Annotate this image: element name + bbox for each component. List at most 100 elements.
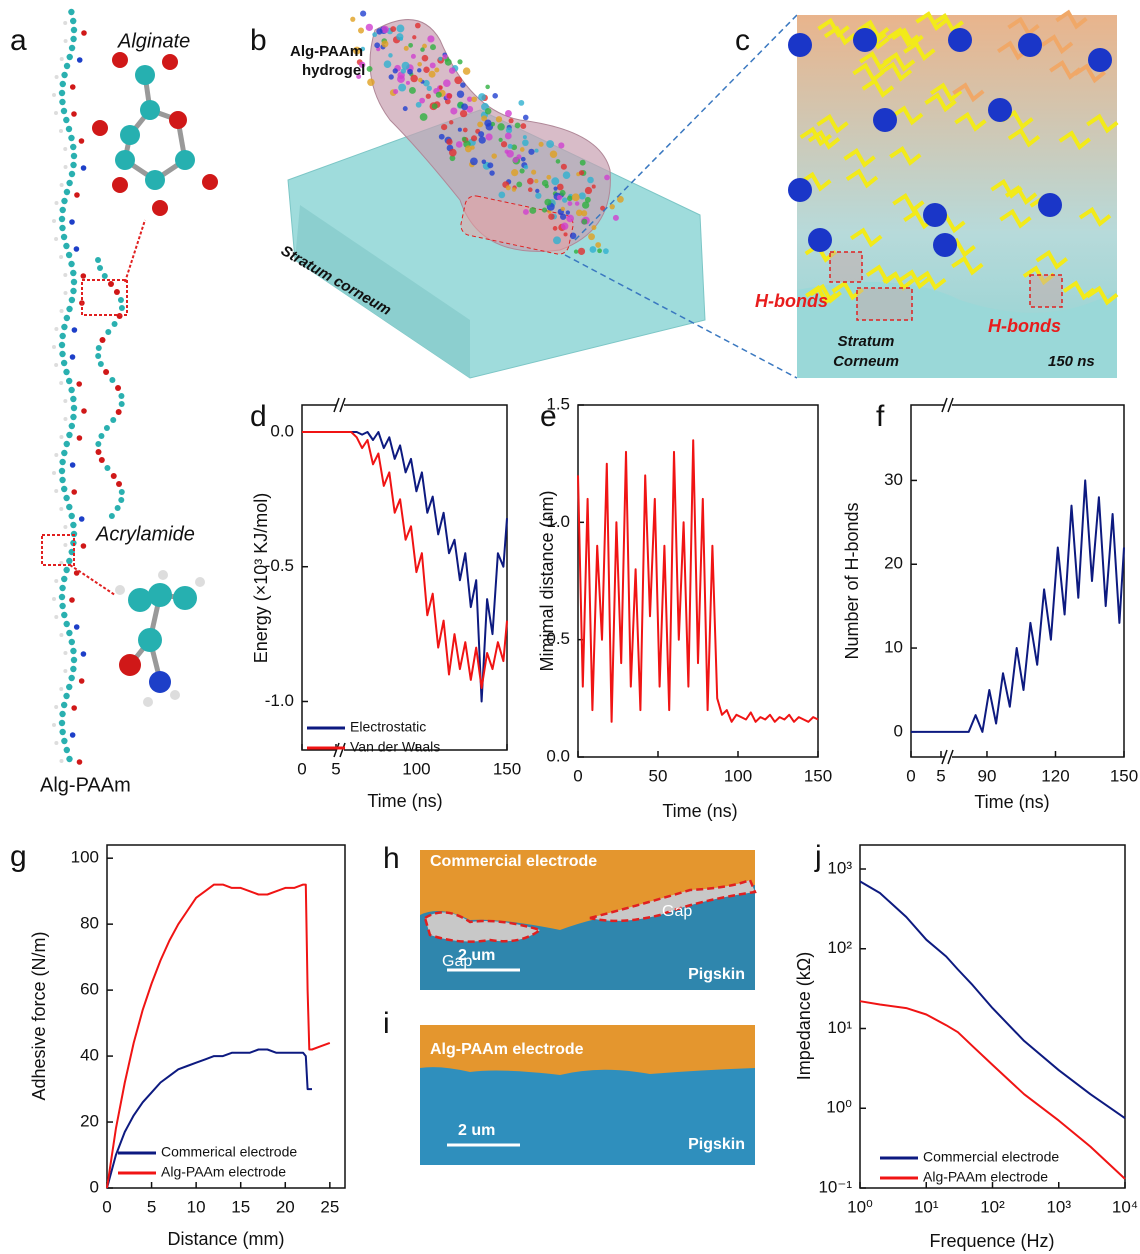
atom — [69, 462, 76, 468]
particle — [365, 23, 374, 32]
particle — [504, 132, 512, 140]
panel-letter: f — [876, 400, 885, 433]
atom — [63, 692, 70, 700]
atom — [117, 297, 124, 303]
atom — [68, 134, 75, 142]
atom — [70, 17, 77, 25]
y-tick-label: 100 — [71, 848, 99, 867]
atom — [58, 89, 66, 97]
atom — [61, 575, 68, 583]
y-tick-label: 20 — [80, 1112, 99, 1131]
atom — [101, 273, 108, 279]
axis-break — [947, 397, 954, 413]
particle — [556, 183, 564, 191]
atom — [114, 505, 121, 511]
particle — [579, 159, 586, 166]
ion — [1018, 33, 1042, 57]
particle — [423, 66, 430, 74]
particle — [538, 141, 544, 147]
y-axis-label: Impedance (kΩ) — [794, 952, 814, 1081]
particle — [400, 68, 407, 74]
particle — [556, 194, 563, 201]
particle — [457, 59, 463, 65]
atom — [63, 543, 68, 547]
particle — [573, 249, 579, 254]
particle — [565, 210, 571, 215]
atom — [59, 80, 66, 88]
atom — [108, 281, 115, 287]
particle — [470, 157, 478, 166]
panel-h-image — [420, 850, 755, 930]
y-tick-label: 40 — [80, 1046, 99, 1065]
atom — [63, 399, 68, 403]
atom — [63, 314, 71, 322]
particle — [412, 35, 417, 40]
particle — [609, 203, 615, 210]
stick — [799, 126, 832, 147]
particle — [485, 133, 493, 141]
atom — [68, 674, 75, 682]
atom — [70, 404, 78, 412]
particle — [612, 214, 619, 221]
alginate-molecule — [152, 200, 168, 216]
atom — [109, 377, 116, 383]
legend-label: Alg-PAAm electrode — [161, 1164, 286, 1180]
label: H-bonds — [988, 316, 1061, 336]
atom — [95, 257, 102, 263]
particle — [581, 210, 588, 217]
atom — [58, 341, 66, 349]
zoom-lines — [564, 254, 798, 379]
particle — [498, 191, 506, 199]
atom — [61, 71, 68, 79]
x-tick-label: 25 — [320, 1197, 339, 1216]
stick — [990, 178, 1023, 199]
panel-b-drawing — [287, 10, 706, 379]
particle — [460, 82, 466, 88]
x-tick-label: 5 — [147, 1197, 156, 1216]
atom — [108, 513, 115, 519]
particle — [478, 136, 486, 144]
stick — [857, 19, 890, 40]
x-tick-label: 120 — [1041, 766, 1069, 785]
atom — [52, 219, 57, 223]
particle — [584, 196, 591, 203]
atom — [58, 719, 66, 727]
x-tick-label: 10⁰ — [847, 1197, 873, 1216]
atom — [66, 179, 73, 187]
particle — [520, 123, 527, 129]
acrylamide-molecule — [115, 570, 205, 707]
particle — [420, 47, 425, 52]
atom — [68, 638, 75, 646]
particle — [505, 185, 511, 191]
atom — [73, 624, 80, 630]
label: Commercial electrode — [430, 853, 597, 870]
acrylamide-molecule — [170, 690, 180, 700]
atom — [54, 453, 59, 457]
panel-i-image — [420, 1025, 755, 1165]
axis-break — [947, 749, 954, 765]
atom — [111, 321, 118, 327]
particle — [427, 35, 435, 43]
atom — [68, 422, 76, 430]
stick — [1078, 206, 1112, 227]
stick — [1086, 113, 1119, 134]
particle — [448, 67, 456, 74]
panel-c-drawing — [856, 287, 913, 321]
particle — [356, 73, 362, 79]
stick — [805, 285, 838, 305]
x-tick-label: 5 — [936, 766, 945, 785]
particle — [388, 53, 393, 58]
particle — [392, 68, 398, 74]
atom — [52, 471, 57, 475]
axis-break — [339, 742, 346, 758]
particle — [443, 79, 451, 87]
particle — [393, 89, 399, 95]
atom — [81, 408, 87, 414]
legend-label: Electrostatic — [350, 719, 426, 735]
stick — [931, 13, 964, 33]
atom — [68, 44, 76, 52]
particle — [358, 27, 365, 34]
panel-h-image — [589, 878, 757, 923]
axis-break — [336, 402, 344, 408]
